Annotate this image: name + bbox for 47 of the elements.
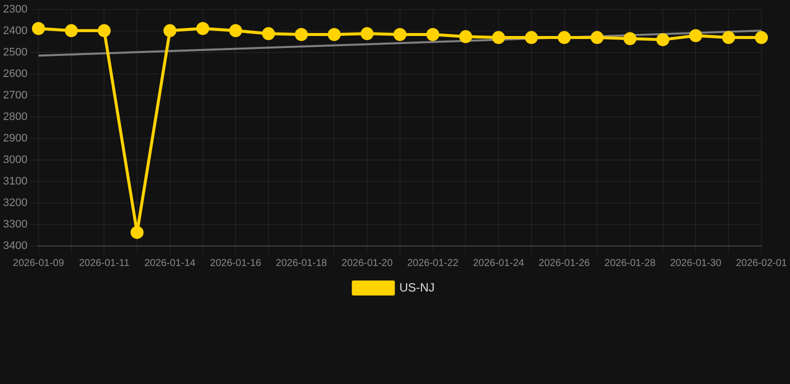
x-tick-label: 2026-01-28	[604, 258, 656, 269]
point	[426, 28, 440, 42]
point	[163, 24, 176, 38]
x-tick-label: 2026-01-11	[78, 258, 130, 269]
point	[656, 33, 670, 46]
y-tick-label: 2900	[2, 132, 28, 145]
y-tick-label: 3400	[2, 240, 28, 252]
point	[459, 30, 472, 44]
y-tick-label: 2700	[2, 90, 28, 102]
y-tick-label: 3200	[2, 197, 28, 210]
point	[393, 28, 406, 42]
x-tick-label: 2026-01-24	[472, 258, 525, 269]
point	[360, 27, 374, 40]
point	[196, 22, 210, 36]
point	[262, 27, 275, 40]
y-tick-label: 2600	[2, 68, 28, 80]
x-tick-label: 2026-01-22	[407, 258, 459, 269]
point	[229, 24, 242, 38]
y-tick-label: 3100	[2, 176, 28, 188]
point	[689, 29, 702, 42]
x-tick-label: 2026-01-09	[12, 258, 64, 269]
x-tick-label: 2026-01-20	[342, 258, 394, 269]
y-tick-label: 3000	[2, 154, 28, 166]
x-tick-label: 2026-01-16	[210, 258, 262, 269]
legend-label: US-NJ	[399, 280, 435, 294]
y-tick-label: 3300	[2, 218, 28, 231]
point	[590, 31, 604, 44]
point	[722, 31, 736, 44]
x-tick-label: 2026-01-18	[276, 258, 328, 269]
point	[754, 31, 768, 44]
x-tick-label: 2026-02-01	[736, 258, 788, 269]
point	[130, 226, 144, 239]
y-tick-label: 2300	[2, 4, 28, 16]
point	[492, 31, 506, 44]
point	[294, 28, 308, 42]
x-tick-label: 2026-01-26	[538, 258, 590, 269]
point	[64, 24, 78, 38]
point	[328, 28, 341, 42]
x-tick-label: 2026-01-30	[670, 258, 722, 269]
y-tick-label: 2800	[2, 111, 28, 124]
point	[558, 31, 571, 44]
point	[98, 24, 111, 38]
y-tick-label: 2500	[2, 46, 28, 59]
point	[524, 31, 538, 44]
x-tick-label: 2026-01-14	[144, 258, 196, 269]
point	[623, 32, 636, 46]
y-tick-label: 2400	[2, 25, 28, 38]
